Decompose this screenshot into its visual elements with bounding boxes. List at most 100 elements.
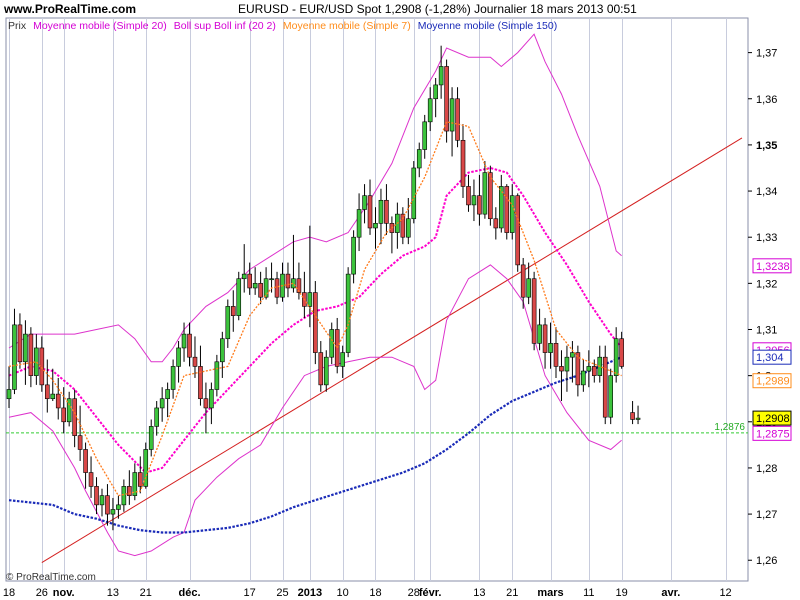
candles: [6, 45, 641, 531]
candle: [427, 87, 433, 132]
candle-body: [581, 370, 586, 386]
x-tick-label: 21: [506, 587, 518, 599]
candle: [17, 313, 23, 369]
candle-body: [39, 347, 45, 386]
support-line-label: 1,2876: [714, 422, 745, 433]
candle: [493, 207, 499, 240]
x-tick-label: 13: [473, 587, 485, 599]
candle: [77, 405, 83, 462]
candle-body: [460, 139, 466, 187]
candle: [88, 456, 94, 498]
candle-body: [493, 218, 499, 229]
candle: [154, 401, 159, 436]
x-tick-label: nov.: [53, 587, 75, 599]
candle-body: [187, 333, 192, 358]
candle: [44, 359, 50, 413]
candle-body: [198, 366, 203, 400]
candle: [50, 368, 56, 402]
candle: [94, 477, 99, 515]
candle-body: [619, 338, 624, 367]
candle-body: [471, 195, 477, 206]
candle: [143, 442, 149, 489]
candle-body: [630, 412, 635, 420]
candle-body: [258, 283, 263, 298]
candle: [23, 320, 28, 385]
candle-body: [307, 292, 313, 307]
y-axis: 1,261,271,281,291,31,311,321,331,341,351…: [748, 48, 777, 567]
candle-body: [362, 195, 367, 210]
legend-item: Moyenne mobile (Simple 150): [418, 20, 557, 32]
bollinger-upper-line: [8, 33, 622, 363]
legend-item: Prix: [8, 20, 27, 32]
candle: [498, 174, 504, 233]
candle: [209, 382, 214, 425]
candle-body: [427, 98, 433, 123]
candle-body: [203, 398, 209, 409]
price-tag-box: [752, 425, 792, 441]
candle: [477, 174, 482, 226]
candle-body: [127, 486, 132, 496]
candle: [203, 382, 209, 434]
candle: [258, 271, 263, 305]
candle-body: [548, 343, 553, 353]
x-tick-label: févr.: [419, 587, 442, 599]
candle: [345, 267, 351, 358]
candle: [340, 345, 345, 378]
candle: [520, 257, 526, 309]
candle-body: [400, 213, 406, 238]
candle: [198, 345, 203, 406]
candle-body: [553, 343, 559, 367]
candle-body: [575, 352, 581, 386]
candle: [591, 359, 597, 383]
site-title: www.ProRealTime.com: [3, 2, 136, 16]
candle: [482, 161, 488, 219]
candle: [307, 225, 313, 328]
candle-body: [209, 389, 214, 409]
candle: [504, 184, 510, 240]
candle: [400, 207, 406, 245]
candle-body: [570, 352, 575, 358]
candle-body: [44, 384, 50, 400]
legend-item: Moyenne mobile (Simple 20): [33, 20, 167, 32]
candle-body: [313, 292, 318, 353]
x-tick-label: déc.: [179, 587, 201, 599]
x-tick-label: 12: [719, 587, 731, 599]
candle: [586, 350, 592, 388]
candle-body: [438, 66, 444, 86]
candle-body: [137, 472, 143, 487]
candle: [318, 341, 324, 392]
candle-body: [121, 486, 127, 506]
candle-body: [50, 393, 56, 400]
candle: [444, 59, 449, 143]
candle-body: [110, 509, 116, 515]
candle-body: [351, 236, 356, 275]
price-tag-label: 1,2989: [756, 376, 790, 388]
candle-body: [159, 398, 165, 409]
candle: [581, 359, 586, 392]
candle: [515, 193, 521, 272]
candle-body: [176, 347, 181, 367]
candle: [323, 350, 329, 392]
candle-body: [181, 333, 187, 349]
y-tick-label: 1,37: [756, 48, 777, 60]
candle-body: [28, 333, 34, 376]
candle-body: [263, 278, 269, 298]
candle: [542, 317, 548, 369]
candle-body: [165, 389, 170, 400]
candle: [137, 456, 143, 494]
candle: [630, 401, 635, 425]
candle-body: [482, 172, 488, 215]
candle: [148, 419, 154, 457]
candle-body: [99, 495, 105, 506]
candle: [274, 271, 280, 305]
candle: [176, 341, 181, 383]
candle: [488, 165, 493, 226]
grid: [9, 18, 727, 581]
candle: [362, 184, 367, 224]
candle: [181, 322, 187, 362]
candle-body: [230, 306, 236, 316]
x-tick-label: 10: [337, 587, 349, 599]
y-tick-label: 1,34: [756, 186, 777, 198]
price-tag-label: 1,304: [756, 352, 784, 364]
